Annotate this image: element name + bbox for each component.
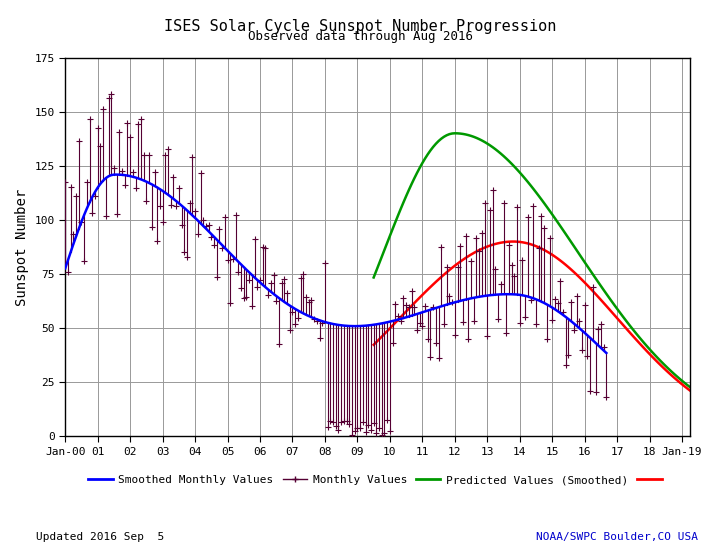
Y-axis label: Sunspot Number: Sunspot Number [15, 188, 29, 306]
Text: ISES Solar Cycle Sunspot Number Progression: ISES Solar Cycle Sunspot Number Progress… [164, 19, 556, 34]
Text: Observed data through Aug 2016: Observed data through Aug 2016 [248, 30, 472, 43]
Text: Updated 2016 Sep  5: Updated 2016 Sep 5 [36, 532, 164, 542]
Text: NOAA/SWPC Boulder,CO USA: NOAA/SWPC Boulder,CO USA [536, 532, 698, 542]
Legend: Smoothed Monthly Values, Monthly Values, Predicted Values (Smoothed), : Smoothed Monthly Values, Monthly Values,… [84, 471, 672, 490]
